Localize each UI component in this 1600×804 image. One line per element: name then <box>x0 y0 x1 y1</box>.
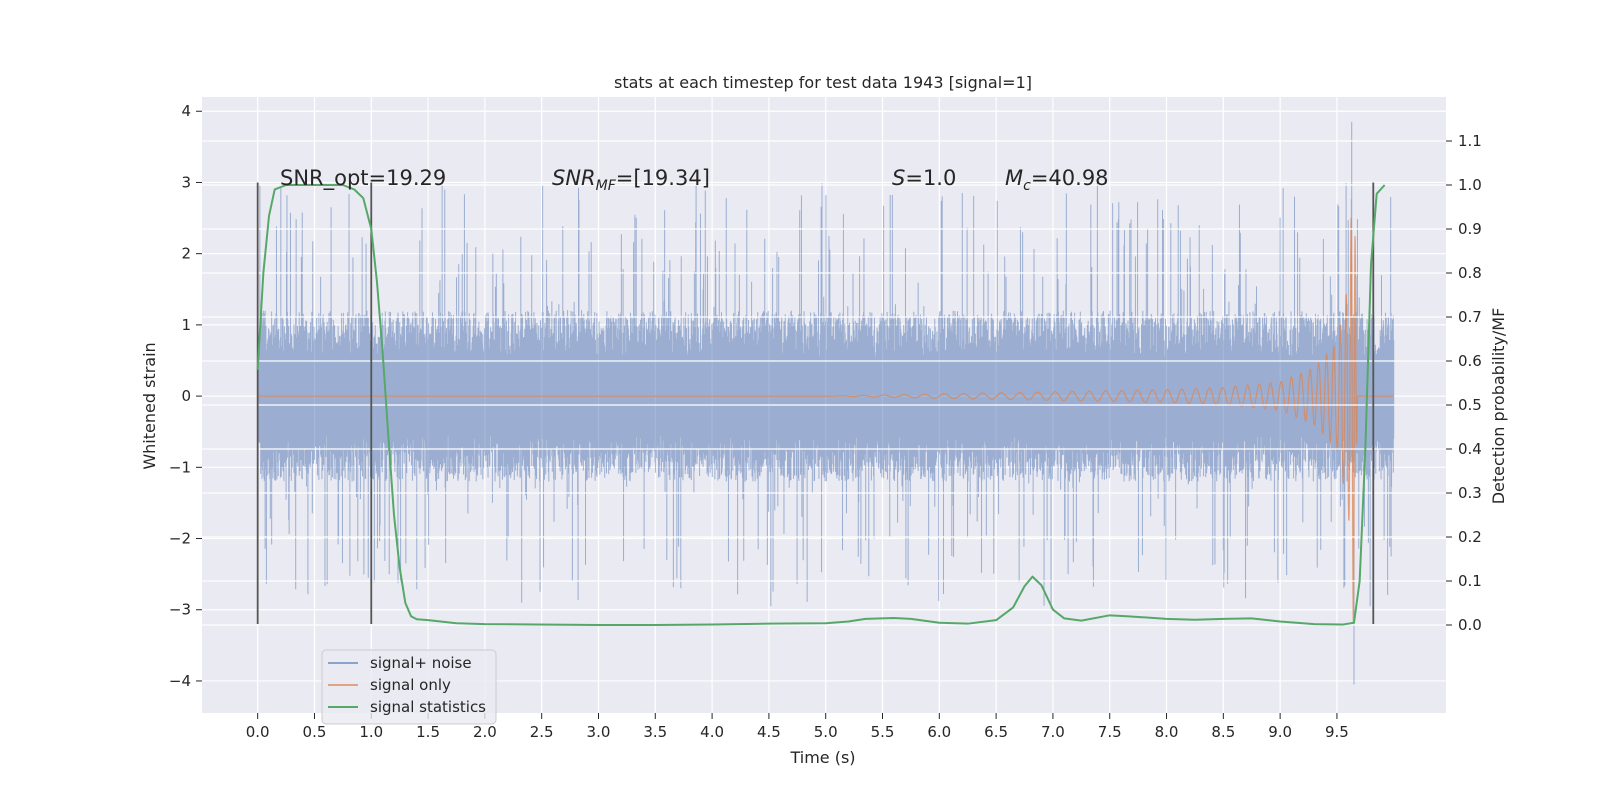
annotation-part: SNR_opt=19.29 <box>280 166 446 191</box>
y-tick-label: 2 <box>181 245 191 263</box>
y-tick-label: 0 <box>181 387 191 405</box>
annotation-part: MF <box>596 178 617 194</box>
statistics-trace <box>256 184 1386 626</box>
annotation-part: =40.98 <box>1031 166 1109 190</box>
x-tick-label: 5.5 <box>871 723 895 741</box>
y-right-tick-label: 0.1 <box>1458 572 1482 590</box>
x-tick-label: 3.0 <box>587 723 611 741</box>
y-tick-label: 4 <box>181 102 191 120</box>
chart-title: stats at each timestep for test data 194… <box>614 73 1032 92</box>
y-tick-label: −1 <box>169 458 191 476</box>
x-tick-label: 9.5 <box>1325 723 1349 741</box>
y-right-tick-label: 0.4 <box>1458 440 1482 458</box>
x-tick-label: 0.0 <box>246 723 270 741</box>
x-tick-label: 3.5 <box>643 723 667 741</box>
annotation-part: M <box>1005 166 1023 190</box>
x-tick-label: 1.5 <box>416 723 440 741</box>
legend: signal+ noise signal only signal statist… <box>321 649 497 725</box>
legend-label-signal-noise: signal+ noise <box>370 654 472 672</box>
x-tick-label: 4.5 <box>757 723 781 741</box>
signal-trace <box>257 217 1394 623</box>
x-tick-label: 4.0 <box>700 723 724 741</box>
y-right-tick-label: 1.1 <box>1458 132 1482 150</box>
x-tick-label: 6.0 <box>927 723 951 741</box>
annotation-s: S=1.0 <box>892 166 956 190</box>
series-signal-statistics <box>256 184 1386 626</box>
x-tick-label: 8.0 <box>1155 723 1179 741</box>
legend-box <box>321 649 497 725</box>
x-tick-label: 6.5 <box>984 723 1008 741</box>
x-tick-label: 1.0 <box>359 723 383 741</box>
annotation-mc: Mc=40.98 <box>1005 166 1109 194</box>
x-axis-label: Time (s) <box>789 748 855 767</box>
y-axis-right-label: Detection probability/MF <box>1489 308 1508 505</box>
x-tick-label: 5.0 <box>814 723 838 741</box>
y-tick-label: −4 <box>169 672 191 690</box>
y-tick-label: −2 <box>169 530 191 548</box>
vertical-markers <box>256 182 1375 624</box>
y-axis-label: Whitened strain <box>140 342 159 469</box>
y-tick-label: 1 <box>181 316 191 334</box>
x-tick-label: 2.5 <box>530 723 554 741</box>
y-right-tick-label: 0.8 <box>1458 264 1482 282</box>
y-right-tick-label: 0.0 <box>1458 616 1482 634</box>
x-tick-label: 2.0 <box>473 723 497 741</box>
axes: 0.0 0.5 1.0 1.5 2.0 2.5 3.0 3.5 4.0 4.5 5.0 5.5 6.0 6… <box>169 102 1482 741</box>
right-grid <box>202 140 1446 626</box>
x-tick-label: 7.5 <box>1098 723 1122 741</box>
legend-label-signal-statistics: signal statistics <box>370 698 486 716</box>
annotation-part: c <box>1023 178 1031 194</box>
x-tick-label: 8.5 <box>1211 723 1235 741</box>
x-tick-label: 0.5 <box>303 723 327 741</box>
annotation-snr_mf: SNRMF=[19.34] <box>552 166 710 194</box>
x-tick-label: 9.0 <box>1268 723 1292 741</box>
y-tick-label: −3 <box>169 601 191 619</box>
y-tick-label: 3 <box>181 173 191 191</box>
annotation-snr_opt: SNR_opt=19.29 <box>280 166 446 191</box>
series-signal-only <box>257 217 1394 623</box>
y-right-tick-label: 1.0 <box>1458 176 1482 194</box>
y-right-tick-label: 0.7 <box>1458 308 1482 326</box>
y-right-tick-label: 0.3 <box>1458 484 1482 502</box>
legend-label-signal-only: signal only <box>370 676 451 694</box>
x-tick-label: 7.0 <box>1041 723 1065 741</box>
annotation-part: SNR <box>552 166 596 190</box>
y-right-tick-label: 0.6 <box>1458 352 1482 370</box>
y-right-tick-label: 0.2 <box>1458 528 1482 546</box>
y-right-tick-label: 0.5 <box>1458 396 1482 414</box>
annotation-part: S <box>892 166 905 190</box>
y-right-tick-label: 0.9 <box>1458 220 1482 238</box>
annotation-part: =[19.34] <box>616 166 710 190</box>
annotation-part: =1.0 <box>905 166 956 190</box>
annotations: SNR_opt=19.29 SNRMF=[19.34] S=1.0 Mc=40.98 <box>280 166 1109 194</box>
